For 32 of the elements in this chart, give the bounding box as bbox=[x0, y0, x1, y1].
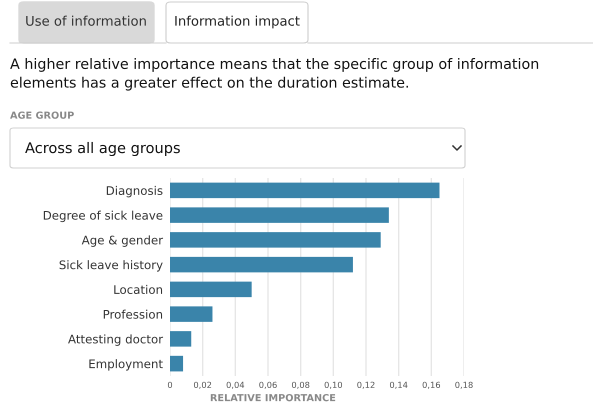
bar bbox=[170, 331, 192, 347]
y-tick-label: Employment bbox=[89, 359, 163, 371]
x-tick-label: 0,08 bbox=[292, 382, 310, 389]
chart-subtitle: A higher relative importance means that the specific group of information elements has a greater effect on the duration estimate. bbox=[10, 58, 538, 91]
y-tick-label: Degree of sick leave bbox=[44, 210, 162, 222]
x-tick-label: 0,12 bbox=[357, 382, 374, 389]
bar bbox=[170, 306, 212, 322]
x-tick-label: 0,06 bbox=[259, 382, 277, 389]
text: Information impact bbox=[175, 16, 300, 28]
bar bbox=[170, 182, 440, 198]
y-tick-label: Location bbox=[114, 284, 162, 294]
text: Use of information bbox=[26, 16, 146, 26]
x-tick-label: 0,10 bbox=[324, 382, 342, 389]
bar bbox=[170, 356, 184, 372]
y-tick-label: Sick leave history bbox=[60, 260, 163, 272]
text: Across all age groups bbox=[25, 142, 180, 156]
x-axis-title: RELATIVE IMPORTANCE bbox=[210, 394, 336, 402]
y-tick-label: Attesting doctor bbox=[68, 334, 164, 346]
bar bbox=[170, 207, 389, 223]
y-tick-label: Diagnosis bbox=[106, 186, 162, 198]
x-tick-label: 0,14 bbox=[390, 382, 408, 389]
x-tick-label: 0,04 bbox=[226, 382, 244, 389]
y-tick-label: Profession bbox=[104, 310, 162, 319]
x-tick-label: 0,16 bbox=[422, 382, 440, 389]
x-tick-label: 0,18 bbox=[455, 382, 473, 389]
x-tick-label: 0 bbox=[168, 382, 172, 388]
x-tick-label: 0,02 bbox=[194, 382, 212, 389]
bar bbox=[170, 232, 381, 248]
bar bbox=[170, 256, 353, 272]
bar bbox=[170, 282, 252, 298]
y-tick-label: Age & gender bbox=[82, 235, 164, 247]
text: AGE GROUP bbox=[10, 111, 74, 119]
